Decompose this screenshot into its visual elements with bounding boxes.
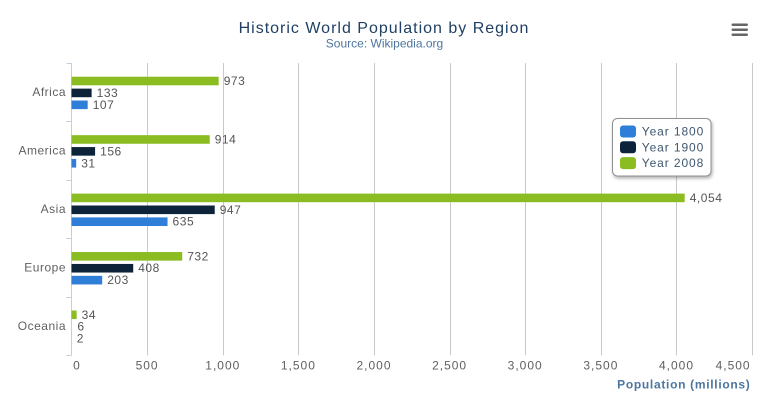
svg-text:947: 947 [220,203,242,217]
svg-text:2,500: 2,500 [432,359,467,373]
svg-text:1,500: 1,500 [281,359,316,373]
svg-text:Population (millions): Population (millions) [617,378,750,392]
svg-text:732: 732 [187,249,209,263]
svg-text:133: 133 [97,86,119,100]
svg-text:203: 203 [107,273,129,287]
svg-text:3,500: 3,500 [583,359,618,373]
svg-text:America: America [18,144,66,158]
svg-text:Year 2008: Year 2008 [642,156,704,170]
svg-text:973: 973 [224,74,246,88]
svg-text:3,000: 3,000 [508,359,543,373]
svg-text:0: 0 [73,359,81,373]
svg-text:500: 500 [136,359,159,373]
svg-text:34: 34 [82,308,96,322]
svg-text:4,054: 4,054 [690,191,723,205]
svg-text:2,000: 2,000 [356,359,391,373]
svg-text:408: 408 [138,261,160,275]
svg-text:1,000: 1,000 [205,359,240,373]
svg-text:Asia: Asia [41,202,66,216]
svg-text:6: 6 [77,320,84,334]
svg-text:2: 2 [77,332,84,346]
svg-text:Historic World Population by R: Historic World Population by Region [239,20,530,37]
svg-text:Source: Wikipedia.org: Source: Wikipedia.org [326,37,443,51]
svg-text:635: 635 [173,215,195,229]
svg-text:31: 31 [81,156,95,170]
svg-text:914: 914 [215,133,237,147]
svg-text:107: 107 [93,98,115,112]
svg-text:Year 1900: Year 1900 [642,140,704,154]
svg-text:156: 156 [100,144,122,158]
svg-text:4,000: 4,000 [659,359,694,373]
svg-text:Year 1800: Year 1800 [642,125,704,139]
svg-text:4,500: 4,500 [716,359,751,373]
svg-text:Europe: Europe [24,261,66,275]
svg-text:Africa: Africa [32,85,66,99]
svg-text:Oceania: Oceania [18,319,66,333]
